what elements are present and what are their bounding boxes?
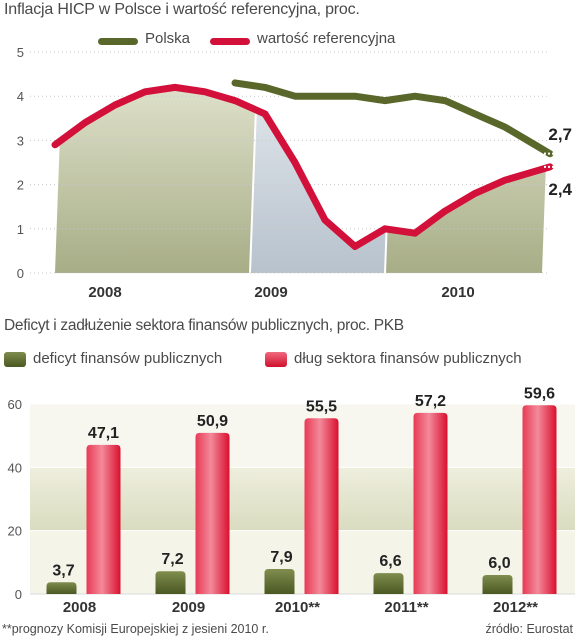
y-tick-label: 0 [15,587,22,602]
label-debt-3: 55,5 [306,398,337,415]
bar-debt-4 [413,412,448,594]
category-label-4: 2011** [384,599,428,616]
label-deficit-1: 3,7 [52,562,74,579]
legend-swatch-debt [265,352,287,367]
y-tick-label: 20 [8,524,22,539]
chart1-title: Inflacja HICP w Polsce i wartość referen… [4,1,360,18]
label-deficit-5: 6,0 [488,555,510,572]
bar-debt-2 [195,432,230,594]
end-label-ref: 2,4 [548,180,572,199]
y-tick-label: 60 [8,397,22,412]
label-deficit-2: 7,2 [161,551,183,568]
category-label-1: 2008 [63,599,96,616]
y-tick-label: 0 [17,266,24,281]
y-tick-label: 5 [17,45,24,60]
legend-swatch-polska [98,38,138,45]
legend-label-polska: Polska [145,30,191,47]
series-line-polska [231,79,554,158]
y-tick-label: 40 [8,460,22,475]
label-debt-1: 47,1 [88,425,119,442]
y-tick-label: 1 [17,222,24,237]
label-deficit-4: 6,6 [379,553,401,570]
y-tick-label: 3 [17,133,24,148]
category-label-3: 2010** [275,599,320,616]
end-label-polska: 2,7 [548,125,572,144]
bar-deficit-1 [46,582,77,594]
label-debt-2: 50,9 [197,413,228,430]
year-label-2008: 2008 [88,284,121,301]
bar-deficit-2 [155,571,186,594]
bar-debt-5 [522,405,557,594]
band-60 [30,404,575,468]
chart2-title: Deficyt i zadłużenie sektora finansów pu… [4,317,404,334]
band-40 [30,467,575,531]
category-label-2: 2009 [172,599,205,616]
bar-deficit-3 [264,568,295,594]
inflation-chart: 0 1 2 3 4 5 2008 2009 2010 2,7 2,4 [17,45,573,301]
label-debt-5: 59,6 [524,385,555,402]
legend-label-debt: dług sektora finansów publicznych [294,350,522,367]
footnote: **prognozy Komisji Europejskiej z jesien… [2,622,269,636]
debt-deficit-chart: 0 20 40 60 3,7 47,1 7,2 50,9 7,9 55,5 6,6 57,2 6,0 5… [8,385,575,616]
label-debt-4: 57,2 [415,393,446,410]
series-line-ref [51,83,554,250]
legend-label-ref: wartość referencyjna [257,30,396,47]
source-note: źródło: Eurostat [485,622,573,636]
y-tick-label: 2 [17,178,24,193]
label-deficit-3: 7,9 [270,549,292,566]
legend-swatch-deficit [4,352,26,367]
legend-label-deficit: deficyt finansów publicznych [33,350,223,367]
bar-debt-1 [86,444,121,594]
category-label-5: 2012** [493,599,538,616]
bar-deficit-5 [482,575,513,594]
year-label-2009: 2009 [254,284,287,301]
y-tick-label: 4 [17,89,24,104]
year-label-2010: 2010 [441,284,474,301]
bar-deficit-4 [373,573,404,594]
bar-debt-3 [304,418,339,594]
legend-swatch-ref [210,38,250,45]
